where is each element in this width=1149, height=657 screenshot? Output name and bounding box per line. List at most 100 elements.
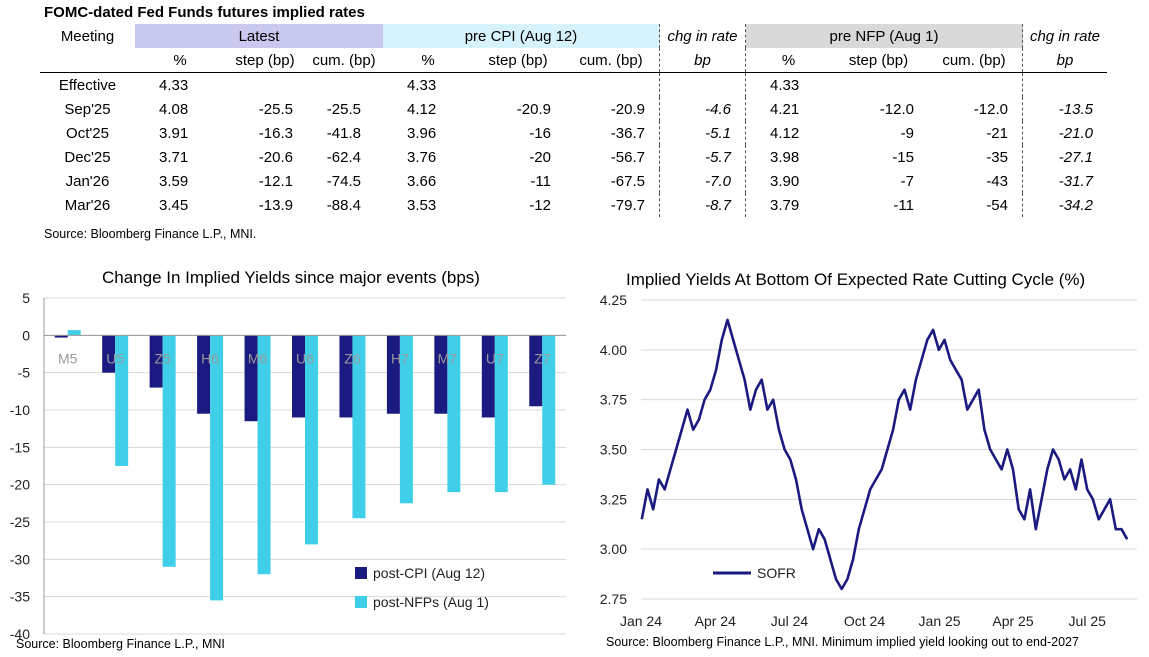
cell-n-step: -15: [892, 148, 914, 166]
table-row: Sep'25 4.08 -25.5 -25.5 4.12 -20.9 -20.9 -4.6 4.…: [40, 97, 1107, 121]
x-tick-label: M6: [248, 350, 268, 366]
table-title: FOMC-dated Fed Funds futures implied rat…: [44, 4, 365, 21]
cell-c-step: -11: [530, 172, 551, 190]
cell-l-cum: [305, 73, 383, 98]
cell-l-step: -16.3: [258, 124, 293, 142]
latest-step-header: step (bp): [225, 48, 305, 73]
cell-l-pct: 4.33: [159, 76, 189, 94]
cell-n-pct: 3.79: [770, 196, 800, 214]
table-group-header-row: Meeting Latest pre CPI (Aug 12) chg in r…: [40, 24, 1107, 48]
cell-c-pct: 4.12: [407, 100, 437, 118]
bar-post-nfp: [399, 335, 413, 504]
x-tick-label: H7: [391, 350, 409, 366]
bar-post-nfp: [257, 335, 271, 575]
x-tick-label: Apr 25: [992, 613, 1033, 629]
bar-post-nfp: [162, 335, 176, 567]
cell-c-step: [473, 73, 563, 98]
cell-n-pct: 3.90: [770, 172, 800, 190]
x-tick-label: Oct 24: [844, 613, 885, 629]
bar-post-cpi: [244, 335, 258, 422]
cell-n-cum: -21: [926, 121, 1023, 145]
nfp-step-header: step (bp): [831, 48, 926, 73]
cell-meeting: Jan'26: [65, 172, 110, 190]
y-tick-label: 3.50: [600, 442, 627, 458]
legend-label: post-CPI (Aug 12): [373, 565, 485, 581]
cell-c-step: -16: [529, 124, 551, 142]
line-chart-title: Implied Yields At Bottom Of Expected Rat…: [626, 270, 1086, 289]
x-tick-label: Jan 24: [620, 613, 662, 629]
cell-n-pct: 4.12: [770, 124, 800, 142]
cell-chg-cpi: -8.7: [659, 193, 746, 217]
bar-post-cpi: [386, 335, 400, 414]
cell-n-cum: [926, 72, 1023, 97]
y-tick-label: 0: [22, 327, 30, 343]
cell-l-step: -13.9: [258, 196, 293, 214]
bar-post-nfp: [352, 335, 366, 519]
table-row: Effective 4.33 4.33 4.33: [40, 72, 1108, 98]
y-tick-label: 3.00: [600, 541, 627, 557]
x-tick-label: Apr 24: [695, 613, 736, 629]
x-tick-label: Z7: [534, 350, 551, 366]
y-tick-label: -25: [10, 514, 30, 530]
cell-l-cum: -74.5: [326, 172, 361, 190]
chg-nfp-header: chg in rate: [1029, 27, 1101, 45]
bar-post-cpi: [149, 335, 163, 388]
cell-l-cum: -88.4: [326, 196, 361, 214]
table-row: Mar'26 3.45 -13.9 -88.4 3.53 -12 -79.7 -8.7 3.79…: [40, 193, 1107, 217]
cell-l-pct: 4.08: [159, 100, 189, 118]
cpi-step-header: step (bp): [473, 48, 563, 73]
cell-l-pct: 3.45: [159, 196, 189, 214]
bar-post-nfp: [305, 335, 318, 545]
cell-c-step: -12: [529, 196, 551, 214]
chg-nfp-unit: bp: [1022, 48, 1107, 73]
cell-n-cum: -54: [926, 193, 1023, 217]
bar-post-nfp: [210, 335, 224, 601]
pre-cpi-group-header: pre CPI (Aug 12): [383, 24, 660, 48]
cell-c-cum: [563, 72, 660, 97]
cell-c-cum: -56.7: [563, 145, 660, 169]
table-row: Jan'26 3.59 -12.1 -74.5 3.66 -11 -67.5 -7.0 3.90…: [40, 169, 1107, 193]
y-tick-label: -5: [18, 365, 31, 381]
legend-swatch: [355, 567, 367, 579]
cell-l-pct: 3.59: [159, 172, 189, 190]
cell-n-step: -11: [893, 196, 914, 214]
cell-l-pct: 3.91: [159, 124, 189, 142]
cell-l-cum: -41.8: [326, 124, 361, 142]
cell-c-cum: -20.9: [563, 97, 660, 121]
cell-c-pct: 3.96: [407, 124, 437, 142]
x-tick-label: M5: [58, 350, 78, 366]
cell-chg-nfp: -21.0: [1058, 124, 1093, 142]
bar-chart-title: Change In Implied Yields since major eve…: [102, 268, 480, 287]
cell-chg-nfp: [1023, 73, 1108, 98]
x-tick-label: U5: [106, 350, 124, 366]
cell-chg-cpi: -4.6: [659, 97, 746, 121]
cell-meeting: Effective: [58, 76, 117, 94]
cell-c-pct: 4.33: [407, 76, 437, 94]
sofr-line: [640, 318, 1129, 591]
cell-n-step: [831, 73, 926, 98]
y-tick-label: 3.25: [600, 491, 627, 507]
cell-chg-nfp: -13.5: [1058, 100, 1093, 118]
cell-c-pct: 3.76: [407, 148, 437, 166]
cell-c-cum: -36.7: [563, 121, 660, 145]
table-source: Source: Bloomberg Finance L.P., MNI.: [44, 227, 257, 241]
legend-label: post-NFPs (Aug 1): [373, 594, 489, 610]
cell-n-cum: -35: [926, 145, 1023, 169]
cell-meeting: Sep'25: [64, 100, 111, 118]
cell-chg-nfp: -27.1: [1058, 148, 1093, 166]
cell-l-step: -20.6: [258, 148, 293, 166]
cell-n-pct: 4.33: [770, 76, 800, 94]
cell-chg-cpi: [659, 72, 746, 97]
cpi-pct-header: %: [383, 48, 473, 73]
cell-meeting: Oct'25: [66, 124, 109, 142]
bar-post-cpi: [102, 335, 116, 373]
y-tick-label: -40: [10, 626, 30, 642]
bar-chart: 5 0 -5 -10 -15 -20 -25 -30 -35 -40 M5 U5 Z5 H6 M6 U6 Z6 H…: [10, 290, 566, 642]
y-tick-label: 2.75: [600, 591, 627, 607]
cpi-cum-header: cum. (bp): [563, 48, 660, 73]
bar-post-nfp: [447, 335, 461, 493]
x-tick-label: Jul 25: [1069, 613, 1107, 629]
legend-swatch: [355, 596, 367, 608]
cell-chg-nfp: -34.2: [1058, 196, 1093, 214]
cell-c-pct: 3.53: [407, 196, 437, 214]
